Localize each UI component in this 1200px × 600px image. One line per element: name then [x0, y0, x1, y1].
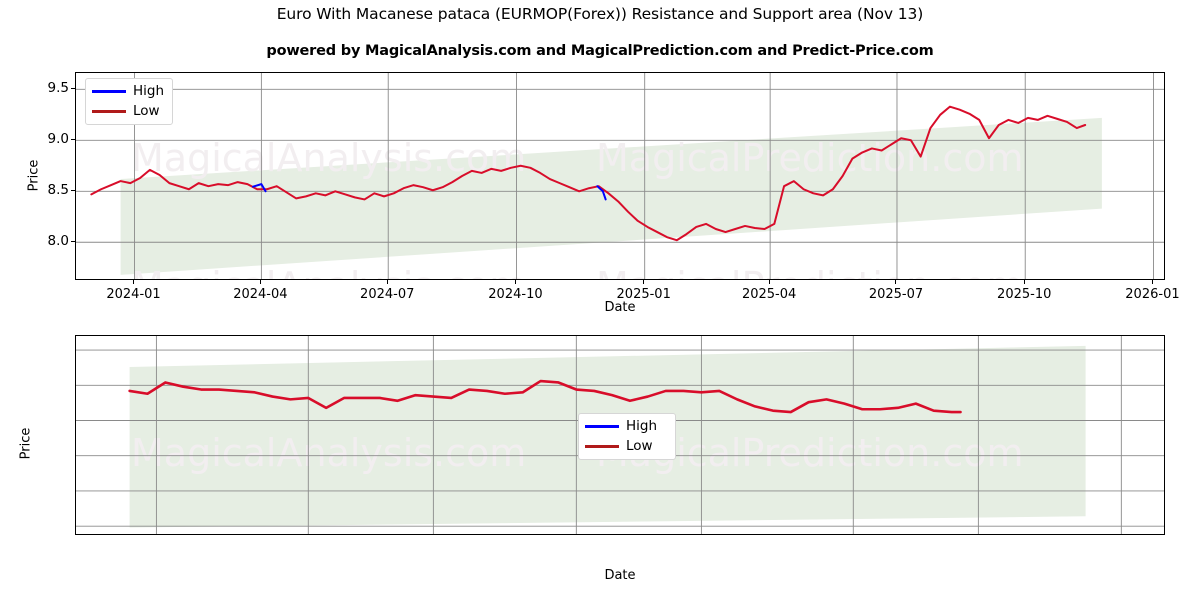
- legend-row-high: High: [92, 84, 164, 99]
- legend-label-high: High: [132, 82, 164, 99]
- xtick-label: 2026-01: [1125, 287, 1180, 302]
- top-chart-svg: MagicalAnalysis.com MagicalPrediction.com…: [76, 73, 1164, 280]
- xtick-label: 2024-10: [488, 287, 543, 302]
- bottom-chart-legend: High Low: [578, 413, 676, 460]
- xtick-mark: [768, 280, 770, 284]
- svg-text:MagicalAnalysis.com: MagicalAnalysis.com: [131, 264, 526, 280]
- xtick-mark: [1023, 280, 1025, 284]
- legend-label-high: High: [626, 417, 658, 434]
- xtick-mark: [1151, 280, 1153, 284]
- legend-swatch-high: [92, 90, 126, 93]
- xtick-label: 2024-01: [106, 287, 161, 302]
- xtick-mark: [259, 280, 261, 284]
- xtick-label: 2024-07: [360, 287, 415, 302]
- legend-label-low: Low: [626, 437, 653, 454]
- legend-swatch-high: [585, 425, 619, 428]
- legend-label-low: Low: [133, 102, 160, 119]
- top-chart-legend: High Low: [85, 78, 173, 125]
- legend-swatch-low: [585, 445, 619, 448]
- ytick-label: 9.0: [47, 131, 69, 148]
- top-chart-ylabel: Price: [26, 159, 42, 192]
- xtick-mark: [514, 280, 516, 284]
- bottom-chart-ylabel: Price: [18, 427, 34, 460]
- xtick-label: 2024-04: [233, 287, 288, 302]
- xtick-mark: [133, 280, 135, 284]
- xtick-label: 2025-10: [997, 287, 1052, 302]
- ytick-label: 8.5: [47, 182, 69, 199]
- xtick-mark: [386, 280, 388, 284]
- xtick-label: 2025-07: [868, 287, 924, 302]
- top-chart-xlabel: Date: [604, 300, 636, 315]
- ytick-mark: [71, 189, 75, 191]
- legend-row-low: Low: [92, 104, 164, 119]
- ytick-mark: [71, 87, 75, 89]
- legend-row-high: High: [585, 419, 667, 434]
- svg-text:MagicalAnalysis.com: MagicalAnalysis.com: [131, 431, 526, 475]
- xtick-label: 2025-04: [741, 287, 797, 302]
- xtick-mark: [895, 280, 897, 284]
- top-chart-panel: Price Date MagicalAnalysis.com MagicalPre…: [26, 72, 1180, 315]
- svg-text:MagicalPrediction.com: MagicalPrediction.com: [596, 136, 1024, 180]
- ytick-label: 9.5: [47, 80, 69, 97]
- ytick-mark: [71, 240, 75, 242]
- bottom-chart-xlabel: Date: [604, 568, 636, 583]
- svg-text:MagicalPrediction.com: MagicalPrediction.com: [596, 264, 1024, 280]
- xtick-mark: [643, 280, 645, 284]
- page-subtitle: powered by MagicalAnalysis.com and Magic…: [266, 43, 934, 59]
- svg-text:MagicalAnalysis.com: MagicalAnalysis.com: [131, 136, 526, 180]
- ytick-label: 8.0: [47, 233, 69, 250]
- bottom-chart-panel: Price Date MagicalAnalysis.com MagicalPre…: [0, 320, 1200, 600]
- legend-row-low: Low: [585, 439, 667, 454]
- page-title: Euro With Macanese pataca (EURMOP(Forex)…: [276, 5, 924, 23]
- top-chart-plot: MagicalAnalysis.com MagicalPrediction.com…: [75, 72, 1165, 280]
- legend-swatch-low: [92, 110, 126, 113]
- ytick-mark: [71, 138, 75, 140]
- xtick-label: 2025-01: [616, 287, 671, 302]
